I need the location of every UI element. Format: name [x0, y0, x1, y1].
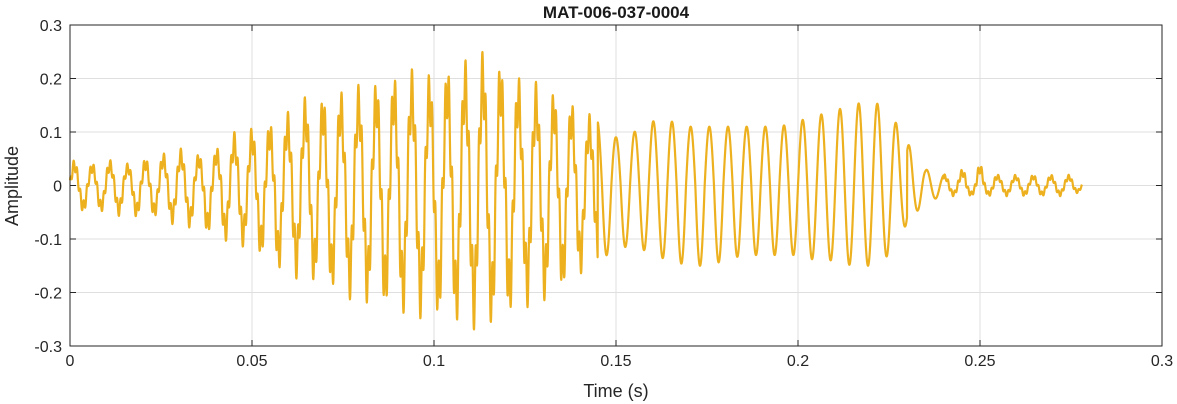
x-tick-label: 0.05	[236, 353, 267, 370]
x-axis-label: Time (s)	[583, 381, 648, 401]
ticks	[69, 24, 1163, 347]
y-axis-label: Amplitude	[2, 146, 22, 226]
x-tick-labels: 0 0.05 0.1 0.15 0.2 0.25 0.3	[66, 353, 1174, 370]
chart-title: MAT-006-037-0004	[543, 3, 690, 22]
waveform-layer	[68, 50, 1083, 331]
x-tick-label: 0	[66, 353, 75, 370]
x-tick-label: 0.2	[787, 353, 809, 370]
x-tick-label: 0.25	[964, 353, 995, 370]
y-tick-label: 0.1	[40, 125, 62, 142]
y-tick-label: 0	[53, 179, 62, 196]
x-tick-label: 0.15	[600, 353, 631, 370]
y-tick-label: -0.1	[34, 232, 62, 249]
y-tick-label: 0.3	[40, 18, 62, 35]
y-tick-labels: -0.3 -0.2 -0.1 0 0.1 0.2 0.3	[34, 18, 62, 356]
x-tick-label: 0.1	[423, 353, 445, 370]
x-tick-label: 0.3	[1151, 353, 1173, 370]
y-tick-label: -0.2	[34, 286, 62, 303]
series-line-amplitude	[68, 50, 1083, 331]
y-tick-label: -0.3	[34, 339, 62, 356]
y-tick-label: 0.2	[40, 72, 62, 89]
